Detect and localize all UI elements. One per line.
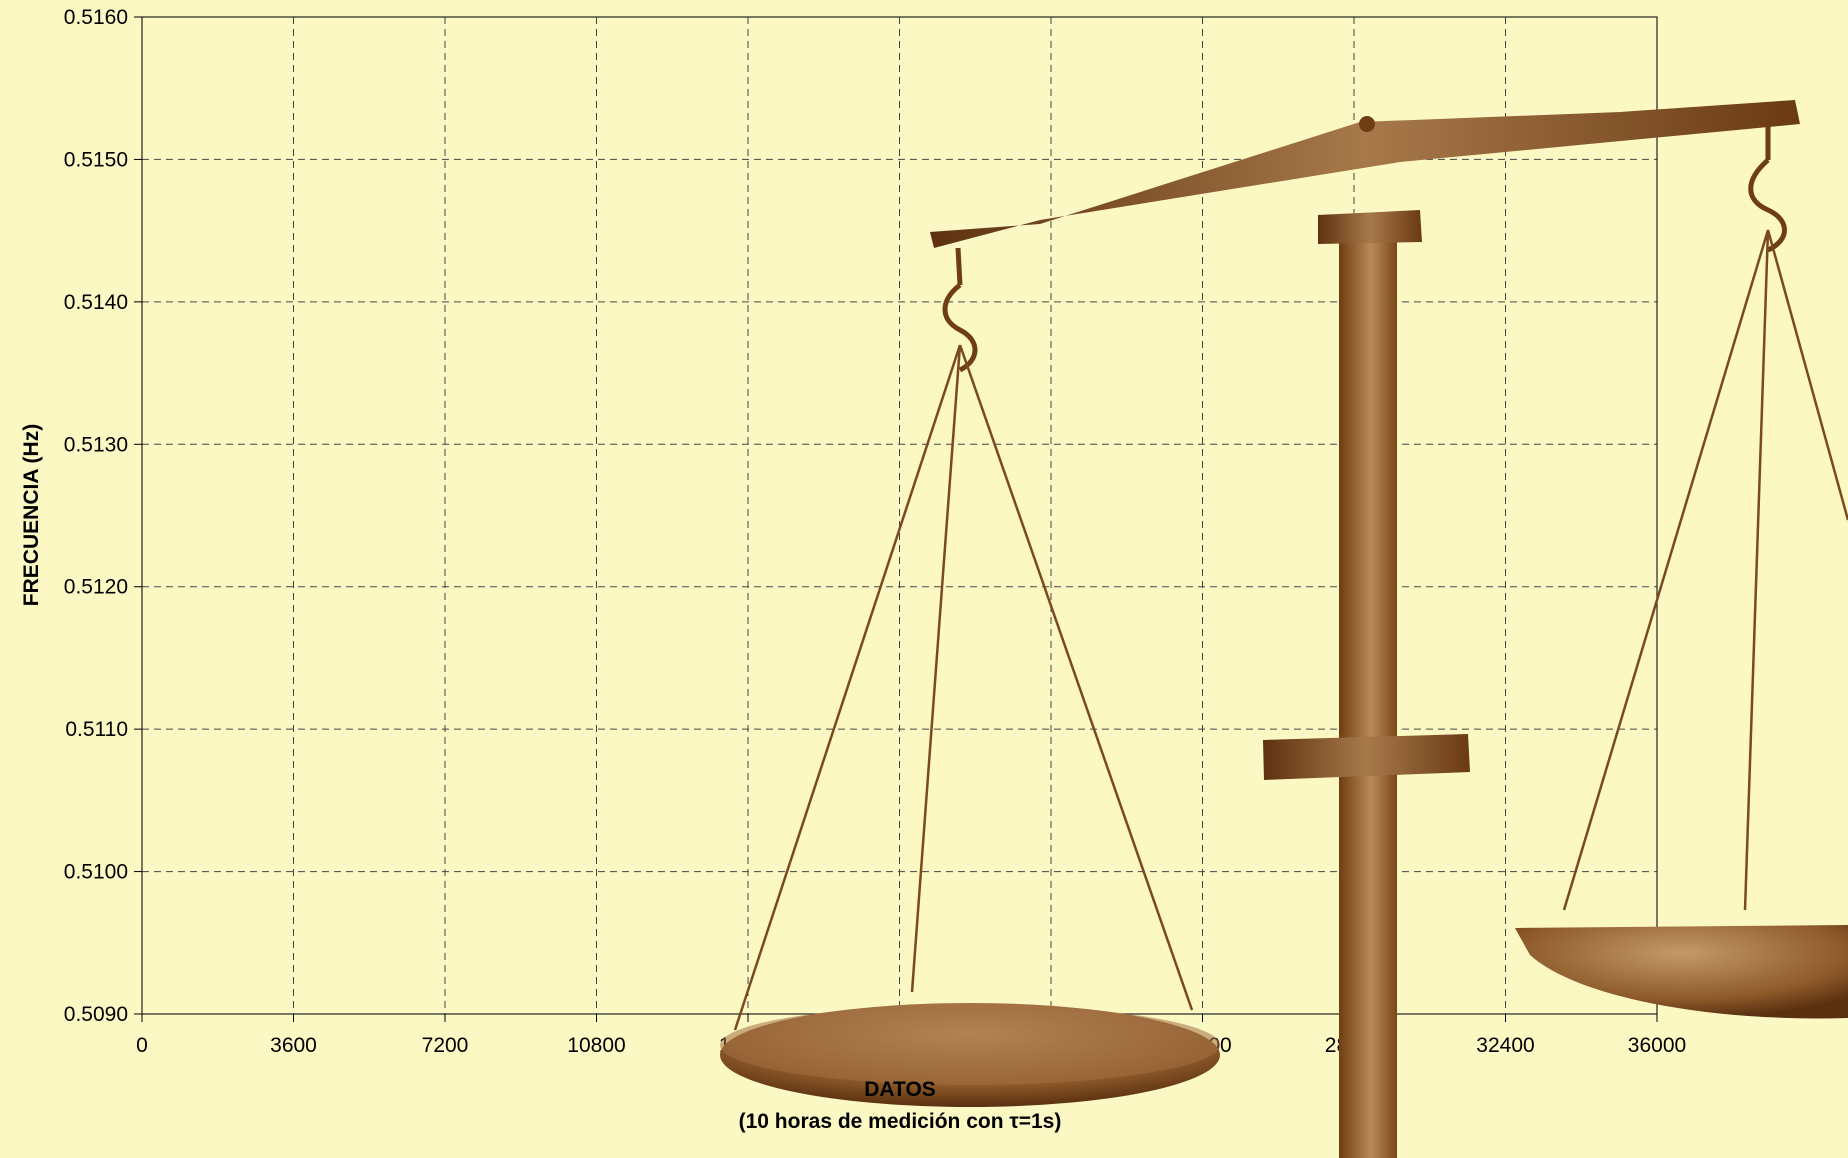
axis-ticks: 0360072001080014400180002160025200288003… [64,6,1686,1057]
scale-collar-upper [1318,210,1422,244]
scale-collar-lower [1263,734,1470,780]
y-tick-label: 0.5160 [64,6,128,29]
x-tick-label: 32400 [1476,1034,1534,1057]
y-tick-label: 0.5120 [64,576,128,599]
x-axis-title: DATOS [864,1078,936,1101]
balance-scale-illustration [720,100,1848,1158]
x-tick-label: 7200 [422,1034,469,1057]
scale-pivot [1359,116,1375,132]
scale-beam [930,100,1800,248]
y-tick-label: 0.5090 [64,1003,128,1026]
y-axis-title: FRECUENCIA (Hz) [20,424,43,606]
scale-post [1339,240,1397,1158]
left-hanger [942,247,978,373]
left-pan-rim [720,1005,1220,1085]
right-pan [1515,925,1848,1019]
y-tick-label: 0.5140 [64,291,128,314]
right-strings [1562,229,1848,911]
right-hanger [1748,122,1787,253]
x-tick-label: 3600 [270,1034,317,1057]
grid [141,16,1658,1015]
x-tick-label: 36000 [1628,1034,1686,1057]
y-tick-label: 0.5100 [64,861,128,884]
axis-titles: DATOS (10 horas de medición con τ=1s) FR… [20,424,1061,1133]
y-tick-label: 0.5110 [65,718,128,741]
left-strings [733,344,1194,1031]
x-axis-subtitle: (10 horas de medición con τ=1s) [739,1110,1062,1133]
y-tick-label: 0.5150 [64,148,128,171]
y-tick-label: 0.5130 [64,433,128,456]
x-tick-label: 0 [136,1034,148,1057]
x-tick-label: 10800 [567,1034,625,1057]
